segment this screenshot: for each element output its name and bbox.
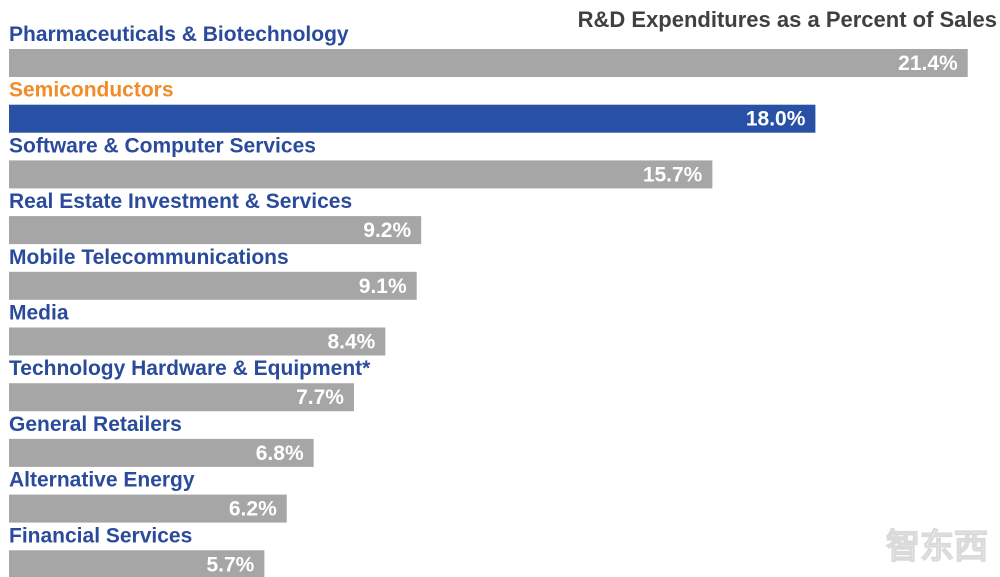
bar <box>9 104 816 133</box>
bars-layer: Pharmaceuticals & Biotechnology 21.4% Semi… <box>9 23 968 577</box>
data-label: 8.4% <box>327 331 375 354</box>
bar <box>9 327 386 356</box>
data-label: 21.4% <box>898 52 958 75</box>
data-label: 9.1% <box>359 275 407 298</box>
category-label: Technology Hardware & Equipment* <box>9 357 371 380</box>
category-label: Pharmaceuticals & Biotechnology <box>9 23 349 46</box>
data-label: 6.8% <box>256 442 304 465</box>
bar <box>9 160 713 189</box>
category-label: Real Estate Investment & Services <box>9 190 352 213</box>
category-label: Alternative Energy <box>9 469 195 492</box>
bar <box>9 271 417 300</box>
data-label: 9.2% <box>363 219 411 242</box>
watermark-logo: 智东西 <box>886 527 988 567</box>
bar <box>9 438 314 467</box>
chart-title: R&D Expenditures as a Percent of Sales <box>578 7 997 32</box>
data-label: 6.2% <box>229 498 277 521</box>
data-label: 18.0% <box>746 108 806 131</box>
category-label: Financial Services <box>9 524 192 547</box>
category-label: Mobile Telecommunications <box>9 246 289 269</box>
bar <box>9 494 287 523</box>
category-label: Software & Computer Services <box>9 134 316 157</box>
data-label: 5.7% <box>206 553 254 576</box>
bar <box>9 550 265 577</box>
bar <box>9 49 968 77</box>
data-label: 15.7% <box>643 163 703 186</box>
category-label: Media <box>9 302 69 325</box>
data-label: 7.7% <box>296 386 344 409</box>
category-label: General Retailers <box>9 413 182 436</box>
bar <box>9 383 354 412</box>
category-label: Semiconductors <box>9 79 174 102</box>
bar <box>9 216 422 245</box>
